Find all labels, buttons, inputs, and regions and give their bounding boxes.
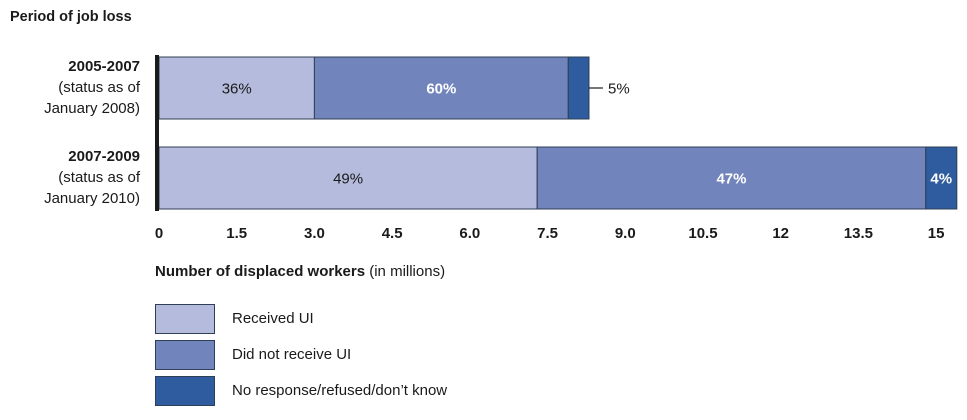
legend-swatch-no-response bbox=[155, 376, 215, 406]
legend-swatch-received-ui bbox=[155, 304, 215, 334]
x-tick-label-2: 1.5 bbox=[226, 225, 247, 242]
data-label-no-response-refused-don-t-know-2: 4% bbox=[930, 171, 952, 188]
legend-label-no-response: No response/refused/don’t know bbox=[232, 382, 448, 399]
data-label-did-not-receive-ui-2: 47% bbox=[716, 171, 746, 188]
x-axis-label: Number of displaced workers (in millions… bbox=[155, 263, 445, 280]
x-tick-label-8: 10.5 bbox=[688, 225, 717, 242]
legend-label-received-ui: Received UI bbox=[232, 310, 314, 327]
x-tick-label-5: 6.0 bbox=[459, 225, 480, 242]
x-tick-label-6: 7.5 bbox=[537, 225, 558, 242]
bar-no-response-refused-don-t-know-1 bbox=[567, 56, 590, 120]
bar-no-response-refused-don-t-know-2 bbox=[925, 146, 958, 210]
data-label-no-response-refused-don-t-know-1: 5% bbox=[608, 81, 630, 98]
x-tick-label-7: 9.0 bbox=[615, 225, 636, 242]
category-label-1-line-2: (status as of bbox=[58, 79, 141, 96]
x-axis-label-unit: (in millions) bbox=[365, 263, 445, 280]
category-label-2-line-2: (status as of bbox=[58, 169, 141, 186]
category-label-1-line-1: 2005-2007 bbox=[68, 58, 140, 75]
x-tick-label-9: 12 bbox=[772, 225, 789, 242]
data-label-received-ui-1: 36% bbox=[222, 81, 252, 98]
chart-title: Period of job loss bbox=[10, 9, 132, 25]
chart: Period of job loss 36% 60% 5% 49% 47% 4% 2005… bbox=[10, 9, 958, 280]
category-labels: 2005-2007 (status as of January 2008) 2007-… bbox=[44, 58, 141, 207]
data-label-did-not-receive-ui-1: 60% bbox=[426, 81, 456, 98]
legend-label-did-not-receive-ui: Did not receive UI bbox=[232, 346, 352, 363]
category-label-2-line-3: January 2010) bbox=[44, 190, 140, 207]
data-label-received-ui-2: 49% bbox=[333, 171, 363, 188]
x-axis-ticks: 0 1.5 3.0 4.5 6.0 7.5 9.0 10.5 12 13.5 15 bbox=[155, 225, 945, 242]
bar-received-ui-2 bbox=[158, 146, 538, 210]
category-label-2-line-1: 2007-2009 bbox=[68, 148, 140, 165]
x-tick-label-11: 15 bbox=[928, 225, 945, 242]
x-tick-label-3: 3.0 bbox=[304, 225, 325, 242]
category-label-1-line-3: January 2008) bbox=[44, 100, 140, 117]
y-axis-line bbox=[155, 55, 159, 211]
x-axis-label-bold: Number of displaced workers bbox=[155, 263, 365, 280]
bar-did-not-receive-ui-1 bbox=[313, 56, 569, 120]
x-tick-label-10: 13.5 bbox=[844, 225, 873, 242]
bar-received-ui-1 bbox=[158, 56, 315, 120]
x-tick-label-1: 0 bbox=[155, 225, 163, 242]
x-tick-label-4: 4.5 bbox=[382, 225, 403, 242]
bars-group: 36% 60% 5% 49% 47% 4% bbox=[158, 56, 958, 210]
legend-swatch-did-not-receive-ui bbox=[155, 340, 215, 370]
